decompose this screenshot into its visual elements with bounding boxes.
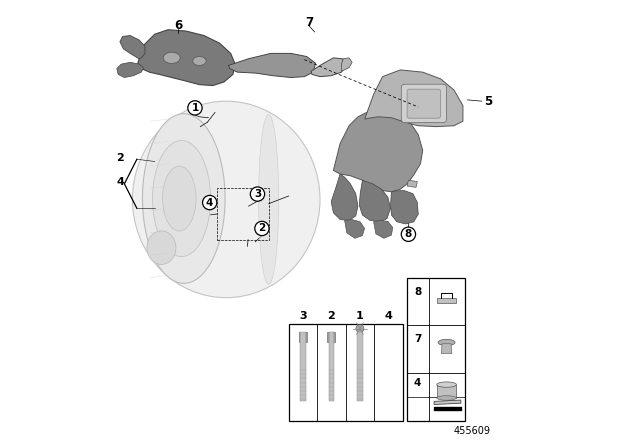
Text: 1: 1 xyxy=(356,311,364,322)
Circle shape xyxy=(356,325,364,332)
Ellipse shape xyxy=(438,339,455,345)
Ellipse shape xyxy=(152,141,211,257)
Bar xyxy=(436,298,456,303)
Text: 3: 3 xyxy=(254,189,261,199)
Ellipse shape xyxy=(132,101,320,297)
Polygon shape xyxy=(138,30,235,86)
Bar xyxy=(436,384,456,398)
Text: 8: 8 xyxy=(414,287,421,297)
Ellipse shape xyxy=(193,56,206,65)
Text: 3: 3 xyxy=(299,311,307,322)
Polygon shape xyxy=(311,58,346,77)
Polygon shape xyxy=(341,58,352,71)
Text: 5: 5 xyxy=(484,95,493,108)
Circle shape xyxy=(255,221,269,236)
Polygon shape xyxy=(333,109,423,192)
Bar xyxy=(407,278,465,421)
Polygon shape xyxy=(441,344,452,353)
Text: 4: 4 xyxy=(206,198,213,207)
Ellipse shape xyxy=(436,382,456,387)
Circle shape xyxy=(401,227,415,241)
Polygon shape xyxy=(365,70,463,127)
Text: 2: 2 xyxy=(259,224,266,233)
Bar xyxy=(300,332,306,401)
Polygon shape xyxy=(120,35,145,59)
Text: 7: 7 xyxy=(305,16,314,29)
Bar xyxy=(329,332,334,401)
Polygon shape xyxy=(331,174,358,220)
Text: 4: 4 xyxy=(414,379,421,388)
Polygon shape xyxy=(374,220,393,238)
Text: 4: 4 xyxy=(116,177,124,187)
Ellipse shape xyxy=(163,52,180,64)
Text: 4: 4 xyxy=(385,311,392,322)
Bar xyxy=(217,188,269,240)
Ellipse shape xyxy=(163,166,196,231)
Ellipse shape xyxy=(436,396,456,400)
Bar xyxy=(328,332,335,342)
Text: 2: 2 xyxy=(116,153,124,163)
Polygon shape xyxy=(407,180,417,187)
Circle shape xyxy=(250,187,264,201)
FancyBboxPatch shape xyxy=(407,89,440,118)
Text: 7: 7 xyxy=(414,334,421,344)
Text: 2: 2 xyxy=(328,311,335,322)
Text: 8: 8 xyxy=(405,229,412,239)
Ellipse shape xyxy=(143,114,225,284)
Text: 455609: 455609 xyxy=(453,426,490,436)
Text: 1: 1 xyxy=(191,103,198,113)
Polygon shape xyxy=(228,53,316,78)
Polygon shape xyxy=(359,180,390,222)
Polygon shape xyxy=(344,220,365,238)
Polygon shape xyxy=(434,400,461,405)
Ellipse shape xyxy=(147,231,176,264)
Bar xyxy=(289,324,403,421)
Polygon shape xyxy=(390,190,419,224)
Bar xyxy=(357,332,363,401)
Circle shape xyxy=(202,195,217,210)
Bar xyxy=(299,332,307,342)
FancyBboxPatch shape xyxy=(401,84,446,123)
Ellipse shape xyxy=(259,115,278,284)
Text: 6: 6 xyxy=(174,19,182,32)
Circle shape xyxy=(188,101,202,115)
Polygon shape xyxy=(116,62,143,78)
